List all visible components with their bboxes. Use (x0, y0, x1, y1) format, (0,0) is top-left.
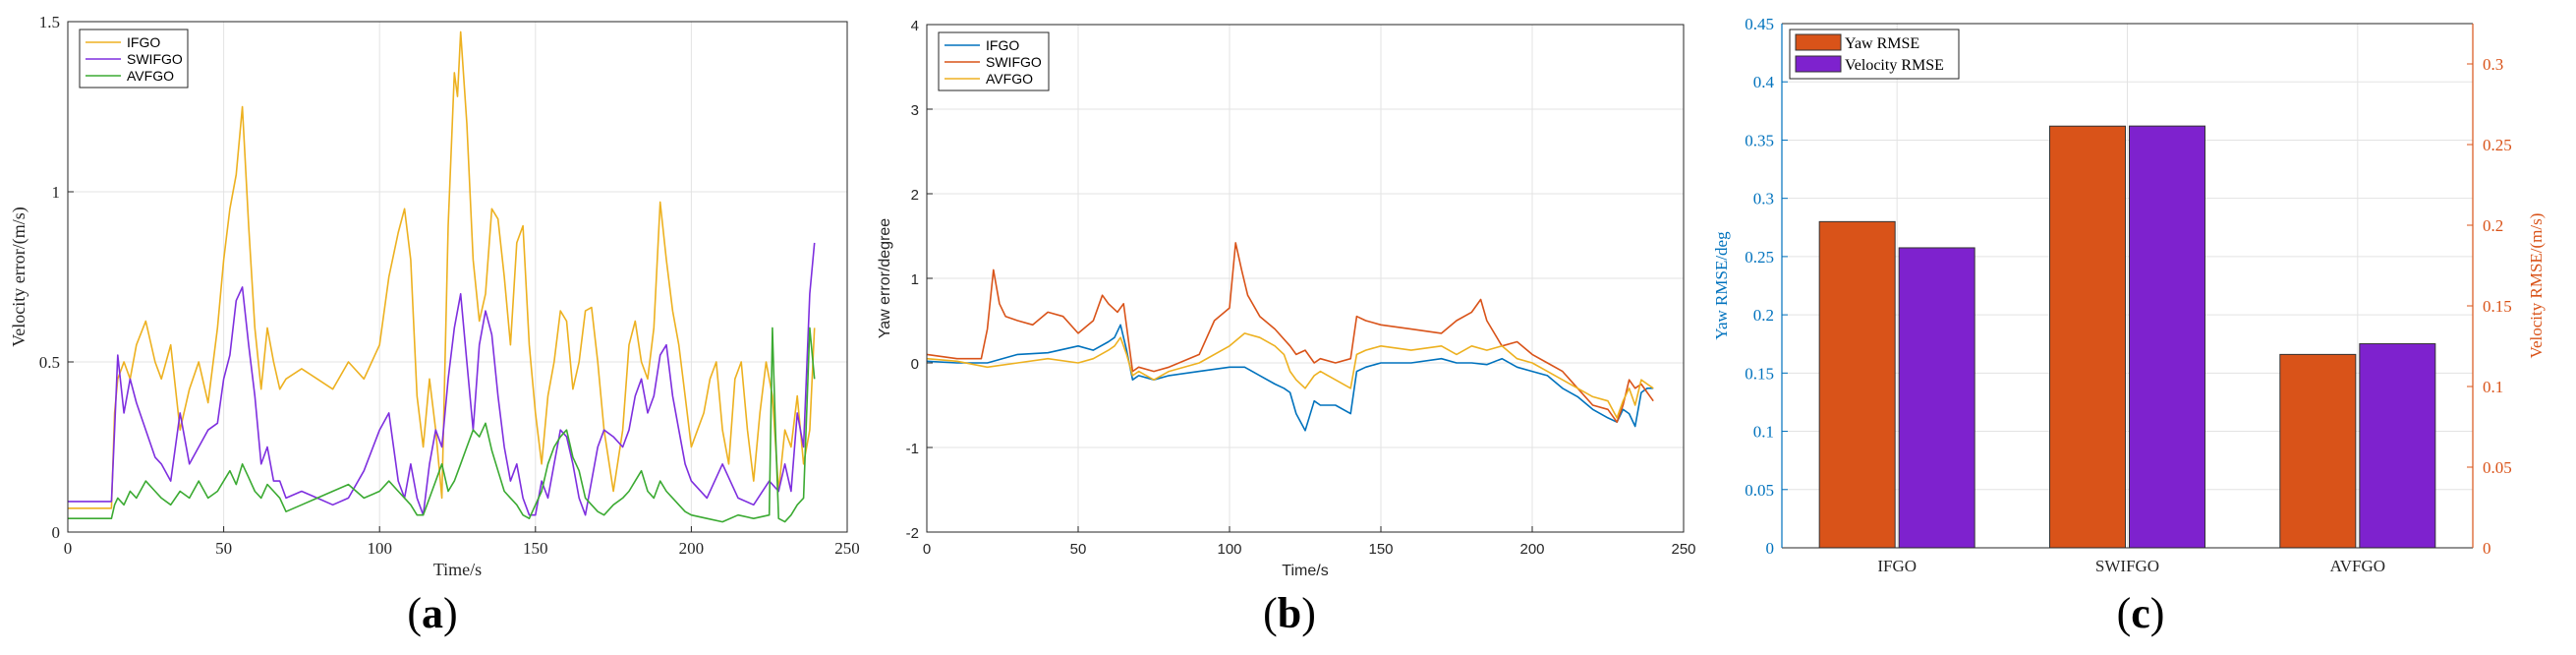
x-tick-label: 150 (523, 539, 548, 558)
bar-velocity-rmse-ifgo (1898, 247, 1975, 549)
y-tick-label: 0.5 (39, 353, 60, 372)
plot-area (68, 22, 847, 532)
y-tick-label: 0 (911, 356, 919, 373)
y-axis-label: Yaw RMSE/deg (1712, 231, 1731, 340)
bar-yaw-rmse-avfgo (2279, 353, 2357, 549)
y-tick-label: 2 (911, 187, 919, 204)
chart-b-yaw-error: 0 50 100 150 200 250 -2 -1 0 1 2 3 4 Time/s Yaw error/… (877, 18, 1696, 579)
y-tick-label: 0.4 (1753, 73, 1775, 91)
y-tick-label: 3 (911, 102, 919, 119)
panel-label-c: (c) (2117, 589, 2165, 637)
legend-swatch-yaw-rmse (1795, 33, 1842, 51)
bar-velocity-rmse-swifgo (2129, 125, 2205, 549)
y-tick-label: 0.2 (1753, 306, 1774, 325)
y-tick-label: 0 (1766, 539, 1775, 558)
x-tick-label: IFGO (1877, 557, 1917, 575)
y-tick-label: 0.05 (1745, 481, 1774, 500)
y2-tick-label: 0.3 (2483, 55, 2503, 74)
legend-label-swifgo: SWIFGO (986, 54, 1042, 70)
y-tick-label: 0.1 (1753, 423, 1774, 442)
legend-label-velocity-rmse: Velocity RMSE (1845, 57, 1944, 74)
series-line-avfgo (68, 327, 816, 523)
legend-swatch-velocity-rmse (1795, 55, 1842, 73)
y2-tick-label: 0 (2483, 539, 2491, 558)
bar-yaw-rmse-swifgo (2049, 125, 2126, 549)
y-tick-label: 0.3 (1753, 190, 1774, 208)
y-tick-label: 1 (911, 271, 919, 288)
y-tick-label: 0.25 (1745, 248, 1774, 267)
x-tick-label: 100 (1217, 541, 1241, 558)
chart-a-velocity-error: 0 50 100 150 200 250 0 0.5 1 1.5 Time/s Velocity er… (9, 13, 860, 579)
legend-label-yaw-rmse: Yaw RMSE (1845, 35, 1919, 52)
x-tick-label: 0 (64, 539, 73, 558)
x-tick-label: 250 (1671, 541, 1695, 558)
x-tick-label: 50 (215, 539, 232, 558)
y2-tick-label: 0.15 (2483, 297, 2512, 316)
x-tick-label: 0 (923, 541, 931, 558)
x-axis-label: Time/s (433, 560, 482, 579)
y-tick-label: 1.5 (39, 13, 60, 31)
x-tick-label: 50 (1070, 541, 1087, 558)
panel-label-b: (b) (1263, 589, 1316, 637)
x-tick-label: 200 (1519, 541, 1544, 558)
x-tick-label: 100 (367, 539, 392, 558)
series-line-avfgo (926, 332, 1654, 419)
y2-tick-label: 0.25 (2483, 136, 2512, 154)
y-tick-label: 4 (911, 18, 919, 34)
x-tick-label: AVFGO (2330, 557, 2385, 575)
series-line-ifgo (926, 324, 1654, 432)
legend-label-ifgo: IFGO (127, 34, 160, 50)
y-tick-label: 0.15 (1745, 364, 1774, 383)
y-tick-label: 1 (52, 183, 61, 202)
y-tick-label: 0 (52, 523, 61, 542)
legend-label-avfgo: AVFGO (986, 71, 1033, 87)
y2-tick-label: 0.05 (2483, 458, 2512, 477)
panel-label-a: (a) (407, 589, 457, 637)
y2-tick-label: 0.1 (2483, 378, 2503, 396)
y-tick-label: 0.45 (1745, 15, 1774, 33)
x-tick-label: 150 (1368, 541, 1393, 558)
legend-label-swifgo: SWIFGO (127, 51, 183, 67)
legend-label-ifgo: IFGO (986, 37, 1019, 53)
bar-velocity-rmse-avfgo (2359, 343, 2436, 549)
plot-frame (926, 24, 1685, 533)
plot-frame (67, 21, 848, 533)
x-tick-label: SWIFGO (2095, 557, 2159, 575)
y2-axis-label: Velocity RMSE/(m/s) (2527, 213, 2546, 359)
chart-c-rmse-bars: 0 0.05 0.1 0.15 0.2 0.25 0.3 0.35 0.4 0.45 0 0.05 0.… (1712, 15, 2546, 575)
y-tick-label: -1 (906, 441, 919, 457)
legend-label-avfgo: AVFGO (127, 68, 174, 84)
series-line-ifgo (68, 30, 816, 509)
series-line-swifgo (926, 242, 1654, 424)
y-tick-label: -2 (906, 525, 919, 542)
x-tick-label: 200 (679, 539, 705, 558)
y2-tick-label: 0.2 (2483, 216, 2503, 235)
x-axis-label: Time/s (1282, 563, 1328, 579)
y-axis-label: Velocity error/(m/s) (9, 207, 29, 346)
y-axis-label: Yaw error/degree (877, 218, 893, 339)
y-tick-label: 0.35 (1745, 131, 1774, 149)
x-tick-label: 250 (834, 539, 860, 558)
bar-yaw-rmse-ifgo (1818, 220, 1896, 549)
